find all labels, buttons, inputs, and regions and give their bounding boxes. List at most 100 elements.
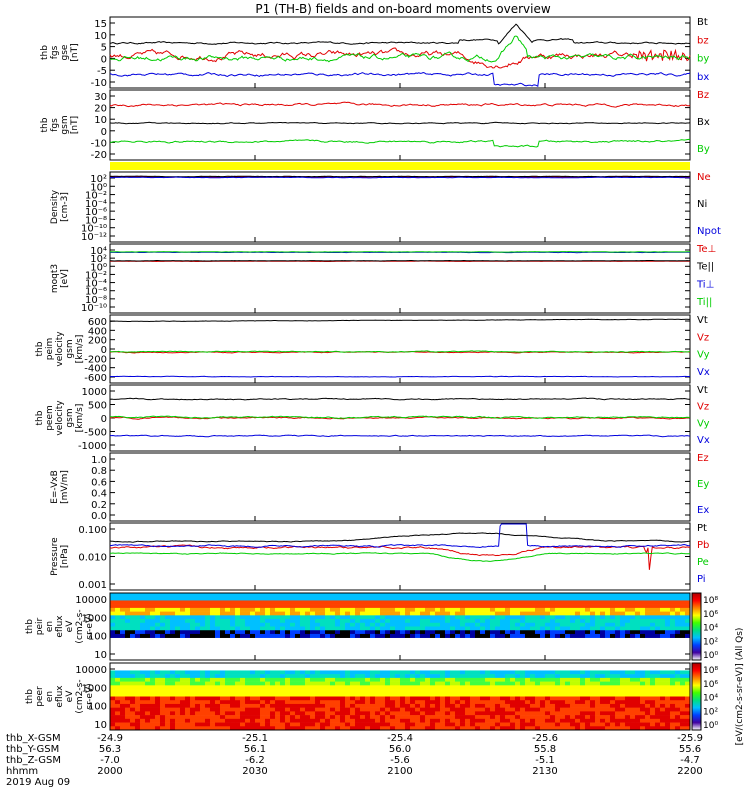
heatmap-cell xyxy=(475,703,481,708)
heatmap-cell xyxy=(645,703,651,708)
heatmap-cell xyxy=(485,689,491,694)
heatmap-cell xyxy=(575,726,581,731)
heatmap-cell xyxy=(370,615,376,620)
heatmap-cell xyxy=(385,674,391,679)
heatmap-cell xyxy=(345,707,351,712)
heatmap-cell xyxy=(315,604,321,609)
heatmap-cell xyxy=(420,718,426,723)
heatmap-cell xyxy=(510,607,516,612)
heatmap-cell xyxy=(410,615,416,620)
heatmap-cell xyxy=(300,633,306,638)
heatmap-cell xyxy=(235,715,241,720)
heatmap-cell xyxy=(535,685,541,690)
heatmap-cell xyxy=(505,718,511,723)
heatmap-cell xyxy=(500,615,506,620)
heatmap-cell xyxy=(220,711,226,716)
heatmap-cell xyxy=(185,633,191,638)
heatmap-cell xyxy=(210,615,216,620)
heatmap-cell xyxy=(395,615,401,620)
heatmap-cell xyxy=(605,700,611,705)
heatmap-cell xyxy=(180,611,186,616)
heatmap-cell xyxy=(645,722,651,727)
heatmap-cell xyxy=(400,692,406,697)
heatmap-cell xyxy=(430,677,436,682)
legend-entry: bx xyxy=(697,72,709,83)
heatmap-cell xyxy=(360,703,366,708)
heatmap-cell xyxy=(175,674,181,679)
heatmap-cell xyxy=(120,718,126,723)
heatmap-cell xyxy=(375,626,381,631)
heatmap-cell xyxy=(290,718,296,723)
heatmap-cell xyxy=(530,633,536,638)
heatmap-cell xyxy=(135,726,141,731)
heatmap-cell xyxy=(200,692,206,697)
heatmap-cell xyxy=(140,726,146,731)
heatmap-cell xyxy=(510,681,516,686)
heatmap-cell xyxy=(120,611,126,616)
heatmap-cell xyxy=(310,630,316,635)
heatmap-cell xyxy=(660,600,666,605)
heatmap-cell xyxy=(485,722,491,727)
heatmap-cell xyxy=(510,677,516,682)
heatmap-cell xyxy=(135,700,141,705)
heatmap-cell xyxy=(325,718,331,723)
heatmap-cell xyxy=(560,689,566,694)
heatmap-cell xyxy=(565,607,571,612)
heatmap-cell xyxy=(285,593,291,598)
heatmap-cell xyxy=(675,633,681,638)
heatmap-cell xyxy=(125,715,131,720)
heatmap-cell xyxy=(565,611,571,616)
heatmap-cell xyxy=(445,615,451,620)
heatmap-cell xyxy=(225,626,231,631)
heatmap-cell xyxy=(245,692,251,697)
heatmap-cell xyxy=(280,622,286,627)
heatmap-cell xyxy=(235,685,241,690)
heatmap-cell xyxy=(465,607,471,612)
heatmap-cell xyxy=(650,622,656,627)
heatmap-cell xyxy=(195,611,201,616)
heatmap-cell xyxy=(515,593,521,598)
heatmap-cell xyxy=(470,703,476,708)
heatmap-cell xyxy=(580,674,586,679)
heatmap-cell xyxy=(190,600,196,605)
heatmap-cell xyxy=(425,670,431,675)
heatmap-cell xyxy=(260,630,266,635)
heatmap-cell xyxy=(645,607,651,612)
heatmap-cell xyxy=(535,600,541,605)
heatmap-cell xyxy=(350,633,356,638)
heatmap-cell xyxy=(485,596,491,601)
heatmap-cell xyxy=(635,722,641,727)
heatmap-cell xyxy=(150,700,156,705)
heatmap-cell xyxy=(655,692,661,697)
heatmap-cell xyxy=(460,604,466,609)
heatmap-cell xyxy=(165,626,171,631)
heatmap-cell xyxy=(255,593,261,598)
legend-entry: bz xyxy=(697,35,709,46)
heatmap-cell xyxy=(440,619,446,624)
heatmap-cell xyxy=(670,607,676,612)
heatmap-cell xyxy=(605,722,611,727)
heatmap-cell xyxy=(560,726,566,731)
heatmap-cell xyxy=(200,681,206,686)
heatmap-cell xyxy=(540,600,546,605)
heatmap-cell xyxy=(655,633,661,638)
heatmap-cell xyxy=(605,596,611,601)
heatmap-cell xyxy=(470,696,476,701)
heatmap-cell xyxy=(300,670,306,675)
heatmap-cell xyxy=(180,626,186,631)
x-tick-label: 56.1 xyxy=(244,744,266,755)
heatmap-cell xyxy=(610,711,616,716)
heatmap-cell xyxy=(545,674,551,679)
heatmap-cell xyxy=(240,696,246,701)
heatmap-cell xyxy=(355,670,361,675)
heatmap-cell xyxy=(675,670,681,675)
heatmap-cell xyxy=(445,619,451,624)
heatmap-cell xyxy=(435,726,441,731)
heatmap-cell xyxy=(110,722,116,727)
heatmap-cell xyxy=(340,692,346,697)
heatmap-cell xyxy=(635,619,641,624)
heatmap-cell xyxy=(390,715,396,720)
heatmap-cell xyxy=(480,600,486,605)
heatmap-cell xyxy=(560,622,566,627)
heatmap-cell xyxy=(640,607,646,612)
